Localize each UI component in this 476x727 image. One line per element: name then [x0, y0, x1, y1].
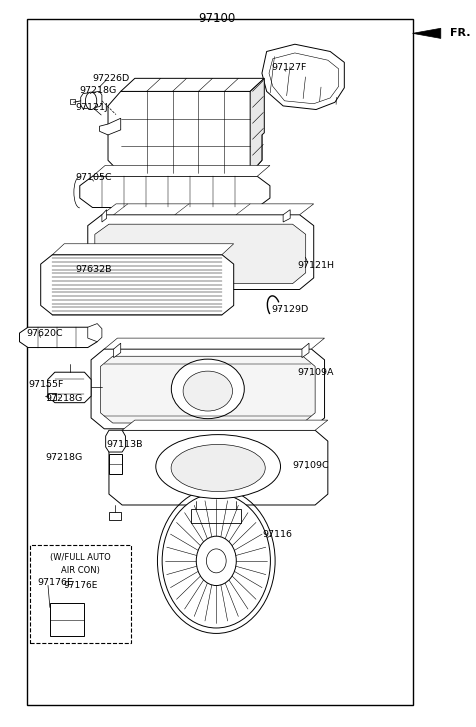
Text: 97127F: 97127F: [271, 63, 307, 72]
Text: 97121H: 97121H: [297, 261, 334, 270]
Polygon shape: [48, 372, 91, 403]
Ellipse shape: [171, 359, 244, 419]
Polygon shape: [95, 224, 306, 284]
Polygon shape: [70, 100, 75, 105]
Polygon shape: [102, 209, 107, 222]
Text: 97116: 97116: [262, 529, 292, 539]
Text: 97105C: 97105C: [75, 172, 112, 182]
Polygon shape: [302, 343, 309, 358]
Text: 97113B: 97113B: [107, 441, 143, 449]
Ellipse shape: [207, 549, 226, 573]
Polygon shape: [91, 349, 325, 429]
Ellipse shape: [171, 444, 265, 491]
Polygon shape: [20, 327, 97, 348]
Text: 97129D: 97129D: [271, 305, 308, 314]
Text: 97218G: 97218G: [80, 87, 117, 95]
Text: 97155F: 97155F: [28, 380, 63, 389]
Polygon shape: [80, 176, 270, 207]
Text: 97109C: 97109C: [293, 461, 329, 470]
Text: 97176E: 97176E: [63, 581, 98, 590]
Polygon shape: [121, 79, 264, 92]
Polygon shape: [81, 92, 102, 109]
Polygon shape: [104, 338, 325, 349]
Ellipse shape: [183, 371, 232, 411]
Polygon shape: [48, 393, 56, 400]
Text: 97620C: 97620C: [27, 329, 63, 337]
Text: 97632B: 97632B: [75, 265, 111, 273]
Polygon shape: [109, 430, 328, 505]
Text: AIR CON): AIR CON): [61, 566, 100, 575]
Polygon shape: [191, 509, 241, 523]
Polygon shape: [88, 324, 102, 342]
Bar: [27, 19, 413, 704]
Text: 97226D: 97226D: [92, 74, 130, 83]
Polygon shape: [413, 28, 441, 39]
Polygon shape: [108, 92, 262, 174]
Polygon shape: [92, 166, 270, 176]
Circle shape: [85, 92, 97, 110]
Text: 97100: 97100: [198, 12, 236, 25]
Bar: [50, 603, 84, 635]
Polygon shape: [99, 119, 121, 135]
Polygon shape: [269, 53, 338, 104]
Polygon shape: [52, 244, 234, 254]
Polygon shape: [41, 254, 234, 315]
Text: 97218G: 97218G: [45, 454, 83, 462]
Polygon shape: [122, 420, 328, 430]
Polygon shape: [262, 44, 344, 110]
Polygon shape: [109, 513, 121, 520]
Text: 97218G: 97218G: [45, 394, 83, 403]
Text: 97121J: 97121J: [75, 103, 108, 112]
Text: FR.: FR.: [450, 28, 471, 39]
Polygon shape: [109, 454, 122, 474]
Polygon shape: [283, 209, 290, 222]
Polygon shape: [250, 79, 264, 174]
Polygon shape: [114, 343, 121, 358]
Text: 97109A: 97109A: [297, 369, 334, 377]
Ellipse shape: [156, 435, 280, 499]
Ellipse shape: [162, 494, 270, 628]
Polygon shape: [106, 430, 126, 452]
Polygon shape: [102, 204, 314, 214]
Ellipse shape: [196, 537, 236, 585]
Bar: [30, 545, 131, 643]
Polygon shape: [100, 356, 315, 423]
Text: 97176E: 97176E: [38, 578, 73, 587]
Text: (W/FULL AUTO: (W/FULL AUTO: [50, 553, 111, 563]
Polygon shape: [88, 214, 314, 289]
